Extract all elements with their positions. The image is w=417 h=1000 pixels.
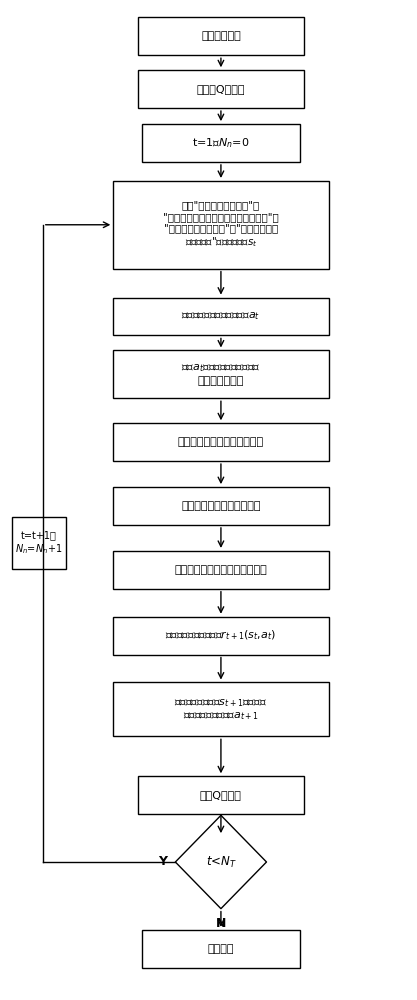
Text: 计算本时段立即回报值$r_{t+1}$($s_t$,$a_t$): 计算本时段立即回报值$r_{t+1}$($s_t$,$a_t$) bbox=[166, 629, 276, 642]
Text: N: N bbox=[216, 917, 226, 930]
FancyBboxPatch shape bbox=[12, 517, 65, 569]
Text: 训练结束: 训练结束 bbox=[208, 944, 234, 954]
FancyBboxPatch shape bbox=[113, 181, 329, 269]
Text: 根据动作选择策略选择动作$a_t$: 根据动作选择策略选择动作$a_t$ bbox=[181, 311, 261, 322]
Text: 识别下一时段状态$s_{t+1}$并根据动
作选择策略选择动作$a_{t+1}$: 识别下一时段状态$s_{t+1}$并根据动 作选择策略选择动作$a_{t+1}$ bbox=[174, 697, 267, 722]
Text: 根据"储能设备存储电量"、
"风电实际功率与混合系统计划值之差"、
"储能设备充放电状态"、"混合系统申报
的备用容量"确定系统状态$s_t$: 根据"储能设备存储电量"、 "风电实际功率与混合系统计划值之差"、 "储能设备充… bbox=[163, 200, 279, 249]
Text: $t$<$N_T$: $t$<$N_T$ bbox=[206, 854, 236, 870]
FancyBboxPatch shape bbox=[138, 70, 304, 108]
FancyBboxPatch shape bbox=[113, 423, 329, 461]
Text: 计算储能设备功率控制需求值: 计算储能设备功率控制需求值 bbox=[178, 437, 264, 447]
Polygon shape bbox=[176, 815, 266, 909]
FancyBboxPatch shape bbox=[113, 682, 329, 736]
Text: 根据$a_t$得到混合系统输出功率
偏差控制目标值: 根据$a_t$得到混合系统输出功率 偏差控制目标值 bbox=[181, 363, 261, 386]
Text: t=t+1；
$N_n$=$N_n$+1: t=t+1； $N_n$=$N_n$+1 bbox=[15, 530, 63, 556]
Text: 输入基础数据: 输入基础数据 bbox=[201, 31, 241, 41]
FancyBboxPatch shape bbox=[138, 776, 304, 814]
FancyBboxPatch shape bbox=[113, 487, 329, 525]
Text: Y: Y bbox=[158, 855, 167, 868]
FancyBboxPatch shape bbox=[113, 350, 329, 398]
FancyBboxPatch shape bbox=[138, 17, 304, 55]
FancyBboxPatch shape bbox=[142, 124, 300, 162]
FancyBboxPatch shape bbox=[142, 930, 300, 968]
Text: t=1；$N_n$=0: t=1；$N_n$=0 bbox=[192, 136, 250, 150]
Text: 计算混合系统实际输出功率偏差: 计算混合系统实际输出功率偏差 bbox=[175, 565, 267, 575]
FancyBboxPatch shape bbox=[113, 551, 329, 589]
FancyBboxPatch shape bbox=[113, 617, 329, 655]
FancyBboxPatch shape bbox=[113, 298, 329, 335]
Text: 计算储能设备实际输出功率: 计算储能设备实际输出功率 bbox=[181, 501, 261, 511]
Text: 修正Q值函数: 修正Q值函数 bbox=[200, 790, 242, 800]
Text: 初始化Q值函数: 初始化Q值函数 bbox=[197, 84, 245, 94]
